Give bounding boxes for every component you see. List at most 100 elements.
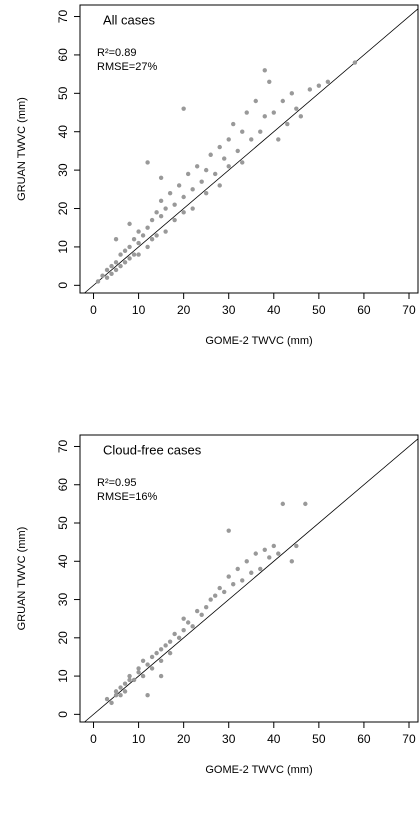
point xyxy=(100,273,105,278)
x-tick-label: 50 xyxy=(312,732,326,746)
one-to-one-line xyxy=(84,8,419,294)
y-axis-label: GRUAN TWVC (mm) xyxy=(16,97,28,201)
point xyxy=(190,624,195,629)
point xyxy=(158,175,164,180)
point xyxy=(95,279,101,284)
point xyxy=(136,670,141,675)
point xyxy=(249,570,254,575)
point xyxy=(136,666,141,671)
point xyxy=(190,206,195,211)
point xyxy=(127,256,132,261)
point xyxy=(271,543,276,549)
plot-frame xyxy=(79,4,419,294)
x-axis-label: GOME-2 TWVC (mm) xyxy=(205,335,312,347)
y-tick-label: 20 xyxy=(56,202,70,216)
point xyxy=(285,121,290,127)
y-tick-label: 30 xyxy=(56,163,70,177)
point xyxy=(203,605,209,610)
point xyxy=(289,559,295,564)
point xyxy=(118,693,123,698)
point xyxy=(154,650,159,656)
x-tick-label: 10 xyxy=(132,732,146,746)
point xyxy=(258,129,263,134)
point xyxy=(267,79,272,85)
point xyxy=(240,578,245,583)
point xyxy=(181,106,186,111)
x-axis-label: GOME-2 TWVC (mm) xyxy=(205,764,312,776)
x-tick-label: 50 xyxy=(312,303,326,317)
point xyxy=(176,183,182,188)
x-tick-label: 40 xyxy=(267,732,281,746)
y-tick-label: 40 xyxy=(56,125,70,139)
point xyxy=(217,585,222,591)
point xyxy=(172,631,177,637)
point xyxy=(181,616,186,621)
x-tick-label: 60 xyxy=(357,303,371,317)
point xyxy=(217,144,222,150)
point xyxy=(244,559,249,564)
y-tick-label: 10 xyxy=(56,240,70,254)
y-tick-label: 70 xyxy=(56,439,70,453)
annotation: R²=0.89 xyxy=(97,47,136,59)
annotation: R²=0.95 xyxy=(97,477,136,489)
point xyxy=(222,589,227,595)
point xyxy=(127,677,132,683)
point xyxy=(226,574,231,579)
point xyxy=(158,214,164,219)
x-tick-label: 10 xyxy=(132,303,146,317)
point xyxy=(145,693,150,698)
point xyxy=(352,60,358,65)
point xyxy=(113,689,119,694)
point xyxy=(235,566,240,572)
point xyxy=(172,217,177,223)
panel-label: Cloud-free cases xyxy=(103,442,202,457)
y-tick-label: 60 xyxy=(56,48,70,62)
point xyxy=(262,68,267,73)
point xyxy=(194,608,200,614)
point xyxy=(181,210,186,215)
point xyxy=(104,267,110,273)
point xyxy=(253,98,258,104)
point xyxy=(217,183,222,188)
point xyxy=(213,171,218,177)
point xyxy=(122,248,128,253)
x-tick-label: 60 xyxy=(357,732,371,746)
point xyxy=(122,689,128,694)
point xyxy=(127,244,132,250)
point xyxy=(104,696,110,702)
point xyxy=(113,693,119,698)
point xyxy=(276,137,281,142)
point xyxy=(298,114,304,119)
point xyxy=(113,237,119,242)
point xyxy=(294,106,299,111)
x-tick-label: 70 xyxy=(402,303,416,317)
point xyxy=(158,647,164,652)
annotation: RMSE=16% xyxy=(97,491,157,503)
point xyxy=(190,187,195,192)
point xyxy=(276,551,281,556)
point xyxy=(122,681,128,686)
point xyxy=(145,662,150,667)
x-tick-label: 20 xyxy=(177,303,191,317)
y-axis-label: GRUAN TWVC (mm) xyxy=(16,527,28,631)
point xyxy=(235,148,240,154)
point xyxy=(167,639,173,644)
annotation: RMSE=27% xyxy=(97,61,157,73)
point xyxy=(307,87,313,92)
point xyxy=(181,627,186,633)
point xyxy=(140,673,146,679)
point xyxy=(158,673,164,679)
point xyxy=(127,221,132,227)
point xyxy=(194,164,200,169)
point xyxy=(127,673,132,679)
x-tick-label: 0 xyxy=(90,732,97,746)
point xyxy=(158,658,164,663)
point xyxy=(113,260,119,265)
point xyxy=(231,582,236,587)
x-tick-label: 0 xyxy=(90,303,97,317)
point xyxy=(149,654,155,660)
point xyxy=(131,677,137,683)
point xyxy=(136,252,141,257)
point xyxy=(158,198,164,204)
point xyxy=(199,612,204,618)
